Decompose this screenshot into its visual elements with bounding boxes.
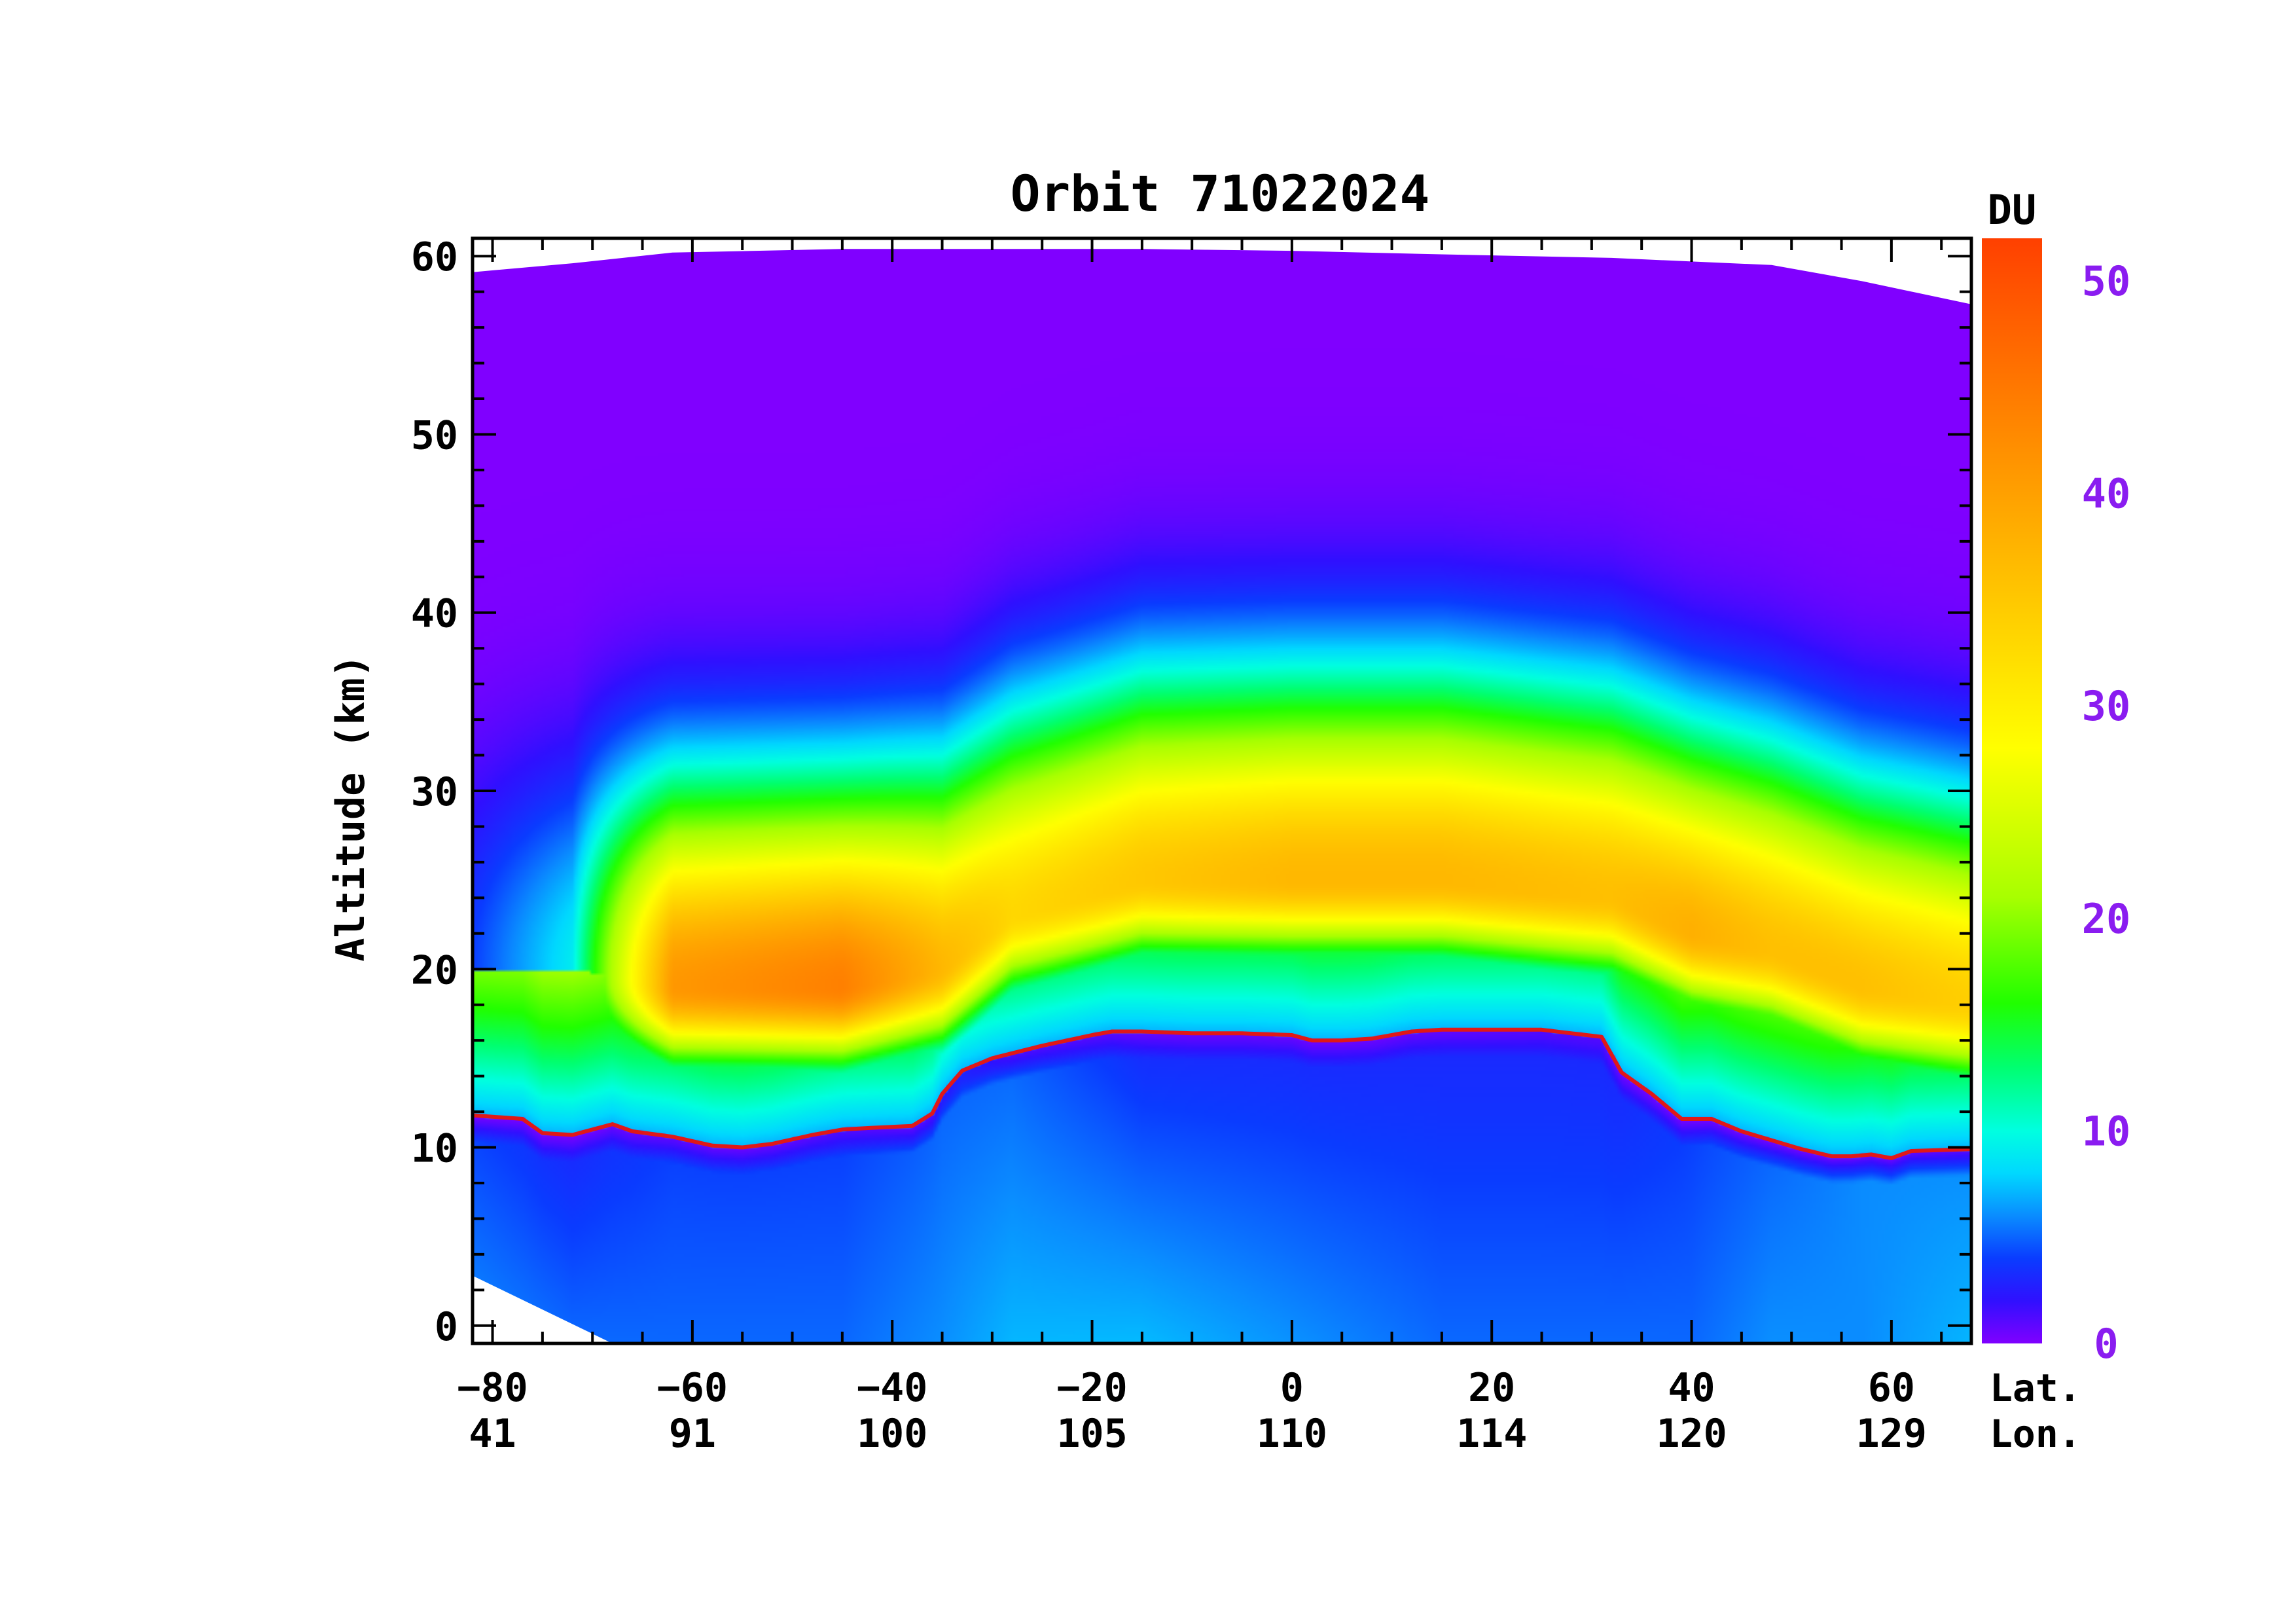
y-axis-label: Altitude (km) <box>328 654 374 962</box>
lat-row-label: Lat. <box>1990 1366 2081 1410</box>
lat-tick-label: −60 <box>657 1365 728 1411</box>
lon-tick-label: 114 <box>1456 1411 1527 1457</box>
y-tick-label: 30 <box>411 769 458 815</box>
lon-tick-label: 110 <box>1257 1411 1327 1457</box>
lon-tick-label: 41 <box>469 1411 516 1457</box>
lat-tick-label: −80 <box>457 1365 528 1411</box>
lon-tick-label: 129 <box>1856 1411 1927 1457</box>
y-tick-label: 20 <box>411 947 458 993</box>
lat-tick-label: −40 <box>857 1365 927 1411</box>
colorbar: DU 0 10 20 30 40 50 <box>1982 186 2130 1368</box>
axis-ticks <box>473 238 1971 1343</box>
y-tick-label: 60 <box>411 234 458 280</box>
lon-row-label: Lon. <box>1990 1412 2081 1456</box>
lat-tick-label: −20 <box>1056 1365 1127 1411</box>
colorbar-tick-label: 0 <box>2094 1320 2118 1368</box>
chart-title: Orbit 71022024 <box>1011 164 1430 223</box>
colorbar-tick-label: 50 <box>2082 257 2131 305</box>
y-tick-labels: 0 10 20 30 40 50 60 <box>411 234 458 1350</box>
lon-tick-label: 105 <box>1056 1411 1127 1457</box>
lat-tick-label: 40 <box>1668 1365 1715 1411</box>
colorbar-ticks: 0 10 20 30 40 50 <box>2082 257 2131 1368</box>
y-tick-label: 0 <box>435 1304 458 1350</box>
colorbar-tick-label: 40 <box>2082 470 2131 518</box>
y-tick-label: 50 <box>411 412 458 458</box>
lon-tick-label: 91 <box>669 1411 716 1457</box>
lat-tick-label: 60 <box>1868 1365 1915 1411</box>
y-tick-label: 40 <box>411 591 458 637</box>
ozone-field <box>473 249 1971 1343</box>
colorbar-label: DU <box>1988 186 2037 234</box>
colorbar-gradient <box>1982 238 2042 1343</box>
colorbar-tick-label: 10 <box>2082 1107 2131 1155</box>
colorbar-tick-label: 30 <box>2082 682 2131 730</box>
tropopause-line <box>472 1027 1972 1160</box>
lat-tick-label: 0 <box>1280 1365 1304 1411</box>
lon-tick-label: 120 <box>1656 1411 1727 1457</box>
y-tick-label: 10 <box>411 1126 458 1172</box>
lon-tick-label: 100 <box>857 1411 927 1457</box>
lat-tick-label: 20 <box>1468 1365 1515 1411</box>
colorbar-tick-label: 20 <box>2082 895 2131 943</box>
